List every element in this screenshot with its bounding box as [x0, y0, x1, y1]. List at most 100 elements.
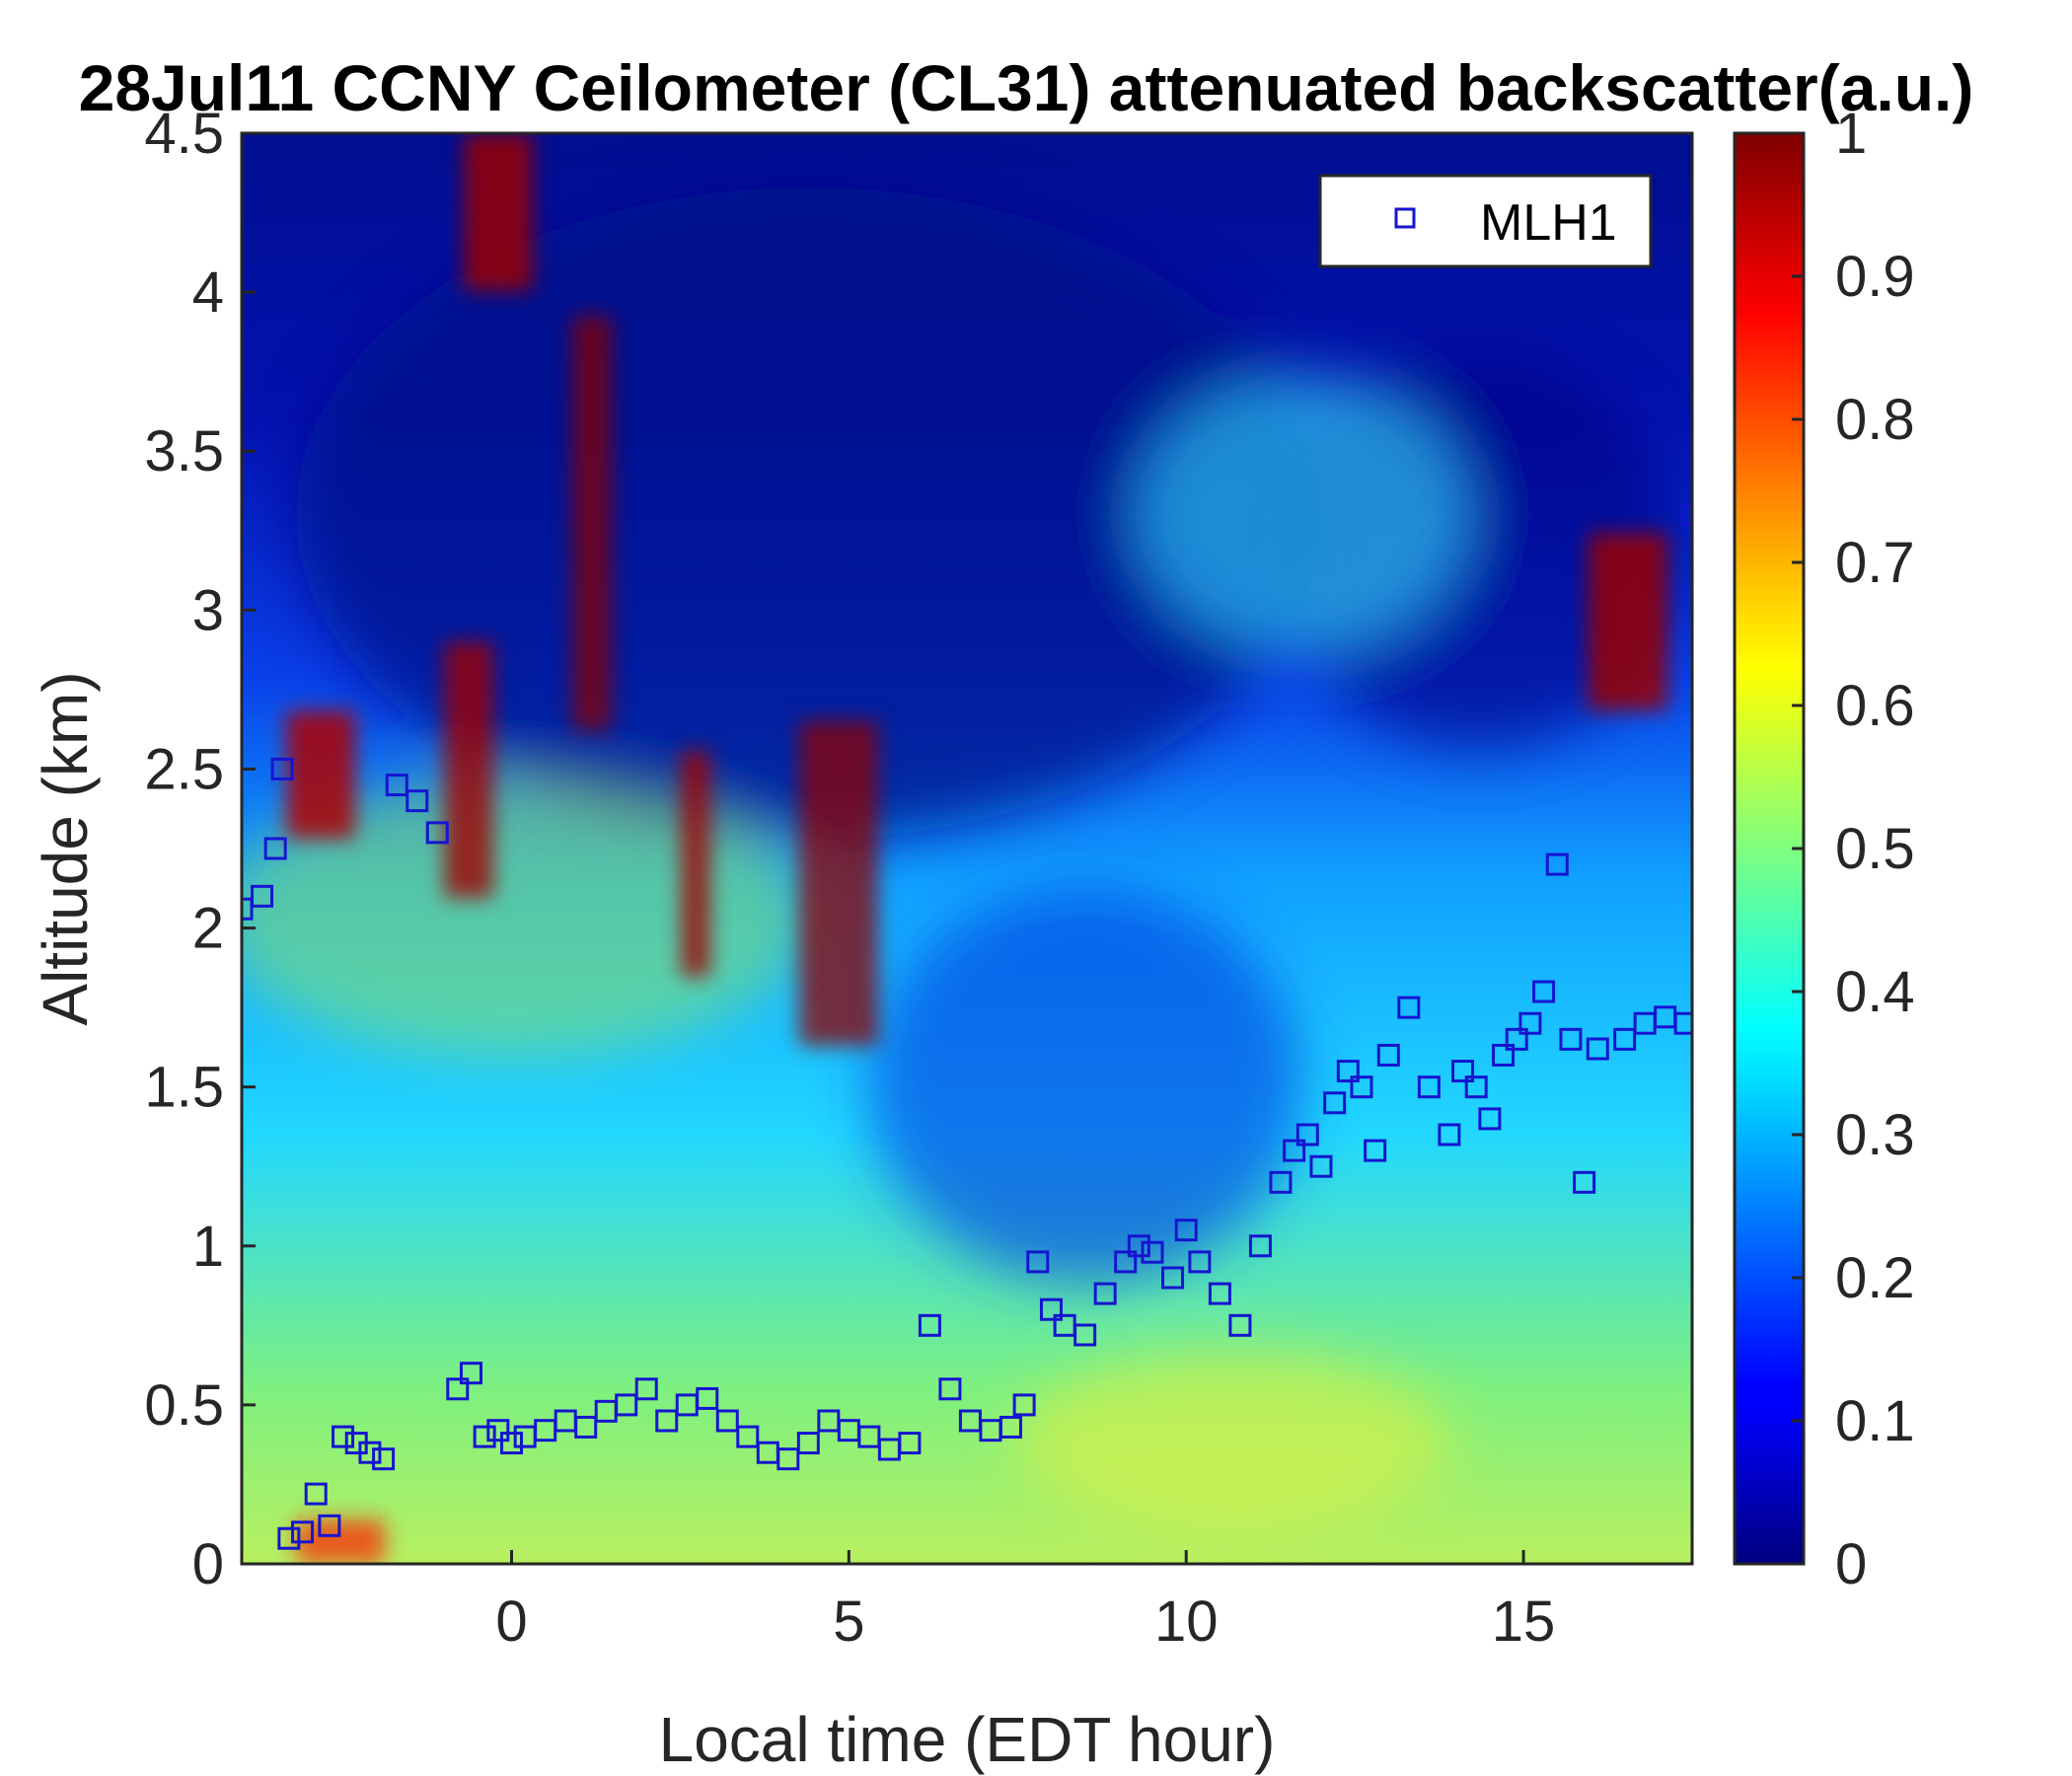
heatmap-cloud-layer-2	[444, 641, 493, 898]
mlh1-point	[1323, 1091, 1347, 1115]
mlh1-point	[615, 1393, 638, 1417]
colorbar-tick-label: 0.3	[1835, 1103, 1915, 1167]
colorbar-tick-label: 0.4	[1835, 960, 1915, 1024]
mlh1-point	[1012, 1393, 1036, 1417]
y-tick-label: 2.5	[144, 737, 224, 801]
heatmap-cloud-layer-7	[1589, 533, 1667, 710]
heatmap-cloud-layer-6	[799, 720, 878, 1046]
x-tick-label: 0	[495, 1590, 527, 1654]
y-tick-label: 4.5	[144, 102, 224, 166]
mlh1-point	[425, 821, 449, 845]
x-tick-label: 15	[1492, 1590, 1556, 1654]
mlh1-point	[1586, 1037, 1609, 1061]
mlh1-point	[1295, 1123, 1319, 1147]
mlh1-point	[1478, 1107, 1502, 1131]
mlh1-point	[1376, 1043, 1400, 1067]
mlh1-point	[372, 1447, 396, 1471]
mlh1-point	[263, 837, 287, 860]
colorbar-ticks: 0 0.1 0.2 0.3 0.4 0.5 0.6 0.7 0.8 0.9 1	[1792, 102, 1915, 1596]
mlh1-point	[1269, 1170, 1293, 1194]
mlh1-point	[1309, 1154, 1333, 1178]
colorbar-tick-label: 0.5	[1835, 817, 1915, 881]
mlh1-point	[385, 774, 408, 797]
mlh1-point	[332, 1425, 355, 1448]
heatmap-surface-warm-region	[1016, 1352, 1450, 1529]
mlh1-point	[938, 1377, 962, 1401]
mlh1-point	[696, 1386, 719, 1410]
legend-label-mlh1: MLH1	[1480, 194, 1617, 252]
mlh1-point	[1073, 1323, 1097, 1347]
mlh1-point	[1438, 1123, 1461, 1147]
colorbar-tick-label: 0.7	[1835, 531, 1915, 595]
mlh1-point	[1559, 1027, 1583, 1051]
mlh1-point	[1093, 1282, 1117, 1305]
y-tick-label: 4	[192, 260, 224, 325]
colorbar-tick-label: 0	[1835, 1532, 1867, 1596]
chart-title: 28Jul11 CCNY Ceilometer (CL31) attenuate…	[79, 51, 1974, 124]
mlh1-point	[1673, 1011, 1692, 1035]
y-tick-label: 0	[192, 1532, 224, 1596]
colorbar-tick-label: 0.1	[1835, 1389, 1915, 1453]
x-tick-label: 5	[833, 1590, 864, 1654]
mlh1-point	[304, 1482, 328, 1506]
mlh1-point	[406, 789, 429, 813]
colorbar-tick-label: 0.9	[1835, 245, 1915, 309]
mlh1-point	[1161, 1266, 1185, 1290]
x-axis: 0 5 10 15	[495, 1550, 1555, 1654]
mlh1-point	[1039, 1297, 1063, 1321]
mlh1-point	[1188, 1250, 1212, 1274]
mlh1-point	[1532, 980, 1556, 1003]
mlh1-point	[857, 1425, 881, 1448]
heatmap-dark-dip-region	[868, 888, 1302, 1283]
mlh1-point	[1228, 1313, 1252, 1337]
heatmap-cloud-layer-3	[464, 133, 533, 291]
mlh1-point	[1451, 1060, 1475, 1083]
mlh1-point	[1518, 1011, 1542, 1035]
heatmap-cloud-layer-5	[681, 750, 710, 977]
colorbar-tick-label: 0.8	[1835, 388, 1915, 452]
x-axis-label: Local time (EDT hour)	[659, 1704, 1276, 1775]
mlh1-point	[242, 897, 254, 921]
y-axis-label: Altitude (km)	[30, 671, 101, 1025]
y-tick-label: 3.5	[144, 419, 224, 483]
mlh1-point	[574, 1415, 598, 1439]
mlh1-point	[1680, 503, 1692, 527]
mlh1-point	[1505, 1027, 1528, 1051]
heatmap-bright-boundary-region	[242, 779, 809, 1056]
legend-marker-mlh1	[1394, 207, 1416, 229]
mlh1-point	[898, 1432, 922, 1455]
mlh1-point	[1613, 1027, 1637, 1051]
y-tick-label: 2	[192, 897, 224, 961]
mlh1-point	[736, 1425, 760, 1448]
heatmap-cloud-layer-4	[572, 316, 612, 730]
colorbar-tick-label: 0.6	[1835, 674, 1915, 738]
mlh1-point	[634, 1377, 658, 1401]
y-axis: 0 0.5 1 1.5 2 2.5 3 3.5 4 4.5	[144, 102, 256, 1596]
heatmap-field	[242, 133, 1692, 1564]
heatmap-bright-aloft-region	[1135, 375, 1470, 651]
heatmap-dark-night-region	[296, 187, 1322, 839]
mlh1-point	[1127, 1234, 1150, 1258]
legend: MLH1	[1318, 174, 1653, 268]
legend-box	[1318, 174, 1653, 268]
mlh1-point	[1248, 1234, 1272, 1258]
mlh1-point	[1573, 1170, 1596, 1194]
colorbar: 0 0.1 0.2 0.3 0.4 0.5 0.6 0.7 0.8 0.9 1	[1733, 102, 1915, 1596]
plot-frame	[240, 131, 1694, 1566]
y-tick-label: 1	[192, 1215, 224, 1279]
mlh1-point	[1397, 996, 1421, 1019]
colorbar-tick-label: 0.2	[1835, 1246, 1915, 1310]
mlh1-point	[1283, 1139, 1306, 1162]
mlh1-point	[918, 1313, 941, 1337]
mlh1-point	[1350, 1075, 1373, 1099]
mlh1-point	[777, 1447, 800, 1471]
mlh1-point	[446, 1377, 470, 1401]
y-tick-label: 3	[192, 578, 224, 642]
mlh1-point	[318, 1514, 341, 1537]
mlh1-point	[796, 1432, 820, 1455]
mlh1-point	[1026, 1250, 1050, 1274]
mlh1-point	[1464, 1075, 1488, 1099]
mlh1-point	[270, 757, 294, 780]
y-tick-label: 1.5	[144, 1056, 224, 1120]
